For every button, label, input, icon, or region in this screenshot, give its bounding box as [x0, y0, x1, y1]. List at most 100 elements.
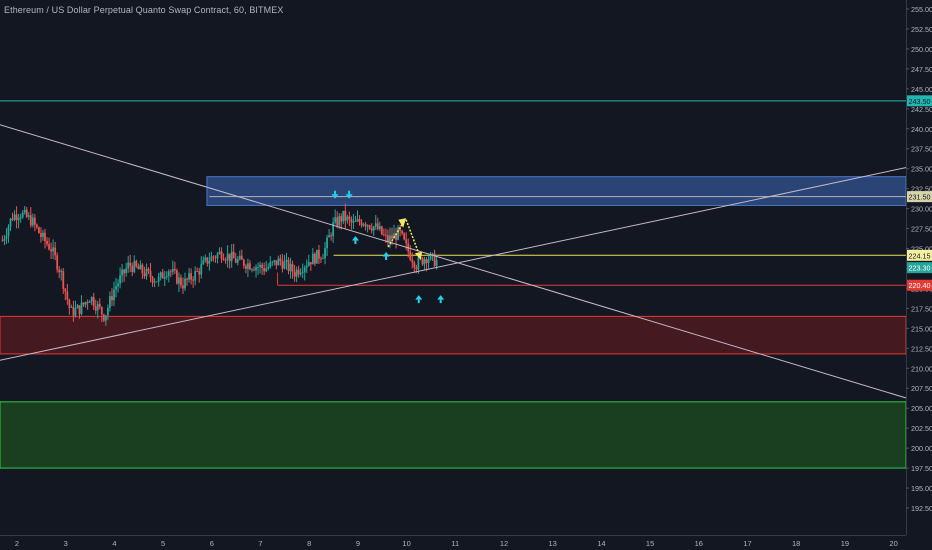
candle[interactable] [192, 279, 195, 281]
candle[interactable] [405, 239, 408, 244]
candle[interactable] [281, 260, 284, 269]
candle[interactable] [115, 286, 117, 290]
candle[interactable] [186, 278, 188, 280]
candle[interactable] [393, 233, 395, 239]
candle[interactable] [143, 273, 146, 277]
candle[interactable] [23, 209, 26, 213]
candle[interactable] [326, 237, 328, 249]
candle[interactable] [265, 268, 268, 272]
candle[interactable] [141, 264, 144, 274]
candle[interactable] [222, 258, 225, 260]
candle[interactable] [234, 258, 237, 263]
candle[interactable] [354, 221, 357, 222]
candle[interactable] [411, 259, 414, 263]
candle[interactable] [342, 210, 345, 222]
trendline-0[interactable] [0, 124, 909, 400]
candle[interactable] [263, 268, 266, 272]
candle[interactable] [182, 285, 184, 289]
candle[interactable] [175, 270, 178, 284]
candle[interactable] [311, 253, 314, 265]
candle[interactable] [13, 214, 16, 220]
candle[interactable] [289, 263, 292, 271]
candle[interactable] [397, 227, 399, 240]
candle[interactable] [88, 301, 91, 303]
candle[interactable] [76, 305, 79, 309]
candle[interactable] [40, 233, 42, 237]
candle[interactable] [96, 303, 99, 311]
candle[interactable] [344, 210, 347, 221]
marker-arrow-up-icon[interactable] [382, 252, 390, 261]
candle[interactable] [279, 258, 282, 261]
candle[interactable] [169, 271, 172, 273]
candle[interactable] [188, 273, 190, 280]
candle[interactable] [100, 306, 103, 315]
candle[interactable] [137, 266, 140, 270]
candle[interactable] [68, 299, 71, 308]
candle[interactable] [307, 262, 310, 266]
candle[interactable] [153, 281, 156, 283]
candle[interactable] [125, 268, 128, 274]
candle[interactable] [427, 259, 430, 264]
candle[interactable] [52, 247, 55, 252]
candle[interactable] [119, 275, 121, 284]
candle[interactable] [198, 271, 201, 275]
candle[interactable] [5, 235, 8, 239]
candle[interactable] [362, 224, 365, 226]
candle[interactable] [167, 271, 170, 276]
candle[interactable] [238, 255, 241, 260]
candle[interactable] [273, 260, 276, 262]
candle[interactable] [25, 209, 28, 217]
candle[interactable] [11, 218, 14, 220]
candle[interactable] [46, 241, 48, 245]
candle[interactable] [184, 278, 186, 289]
candle[interactable] [190, 273, 193, 280]
candle[interactable] [35, 224, 38, 228]
candle[interactable] [123, 269, 126, 274]
candle[interactable] [232, 251, 235, 259]
candle[interactable] [413, 262, 416, 268]
candle[interactable] [285, 259, 288, 262]
candle[interactable] [421, 257, 424, 265]
candle[interactable] [403, 233, 406, 240]
candle[interactable] [42, 232, 44, 237]
zone-2[interactable] [0, 401, 907, 469]
candle[interactable] [157, 276, 160, 282]
candle[interactable] [196, 271, 199, 272]
candle[interactable] [54, 247, 57, 256]
candle[interactable] [228, 253, 231, 262]
marker-arrow-up-icon[interactable] [415, 295, 423, 304]
candle[interactable] [44, 232, 46, 242]
candle[interactable] [60, 271, 63, 273]
candle[interactable] [109, 296, 111, 308]
candle[interactable] [17, 217, 20, 220]
candle[interactable] [389, 235, 391, 242]
candle[interactable] [431, 253, 434, 255]
candle[interactable] [102, 314, 105, 321]
candle[interactable] [415, 267, 418, 270]
candle[interactable] [86, 302, 89, 303]
zone-1[interactable] [0, 315, 907, 355]
candle[interactable] [58, 269, 61, 273]
candle[interactable] [269, 262, 272, 267]
candle[interactable] [82, 302, 85, 305]
candle[interactable] [318, 249, 320, 259]
candle[interactable] [27, 215, 30, 217]
candle[interactable] [206, 257, 209, 264]
candle[interactable] [3, 238, 6, 241]
candle[interactable] [376, 223, 379, 230]
candle[interactable] [303, 267, 306, 273]
candle[interactable] [111, 296, 113, 301]
candle[interactable] [15, 214, 18, 220]
candle[interactable] [380, 226, 383, 235]
candle[interactable] [48, 244, 50, 250]
candle[interactable] [220, 251, 223, 259]
candle[interactable] [90, 297, 93, 302]
candle[interactable] [131, 265, 134, 272]
candle[interactable] [346, 216, 349, 221]
candle[interactable] [334, 217, 337, 223]
candle[interactable] [226, 253, 229, 260]
candle[interactable] [242, 259, 245, 266]
candle[interactable] [267, 266, 270, 269]
candle[interactable] [253, 269, 255, 271]
candle[interactable] [340, 216, 343, 222]
